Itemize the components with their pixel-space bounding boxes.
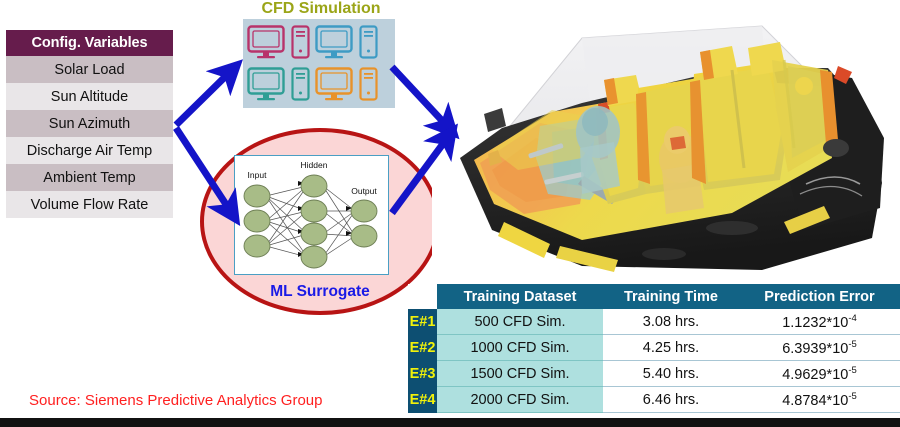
prediction-error-cell: 4.8784*10-5 [739, 386, 900, 413]
prediction-error-mantissa: 4.9629*10 [782, 366, 849, 383]
tower-icon [358, 25, 378, 59]
table-row: E#1 500 CFD Sim. 3.08 hrs. 1.1232*10-4 [408, 309, 900, 335]
nn-hidden-label: Hidden [301, 160, 328, 170]
training-dataset-cell: 500 CFD Sim. [437, 309, 603, 335]
prediction-error-cell: 1.1232*10-4 [739, 309, 900, 335]
config-variable-row: Sun Azimuth [6, 110, 173, 137]
monitor-icon [247, 25, 285, 59]
config-variable-row: Discharge Air Temp [6, 137, 173, 164]
cfd-simulation-title: CFD Simulation [261, 0, 381, 17]
arrow-config-to-cfd [173, 59, 243, 128]
column-header-training-dataset: Training Dataset [437, 284, 603, 309]
cfd-vehicle-render [432, 8, 900, 285]
training-dataset-cell: 1500 CFD Sim. [437, 360, 603, 387]
source-attribution: Source: Siemens Predictive Analytics Gro… [29, 392, 323, 409]
monitor-icon [315, 67, 353, 101]
config-variable-row: Solar Load [6, 56, 173, 83]
tower-icon [290, 67, 310, 101]
config-variables-header: Config. Variables [6, 30, 173, 56]
experiment-tag: E#4 [408, 386, 437, 413]
experiment-tag: E#3 [408, 360, 437, 387]
tower-icon [290, 25, 310, 59]
nn-output-label: Output [351, 186, 377, 196]
experiment-tag: E#1 [408, 309, 437, 335]
prediction-error-mantissa: 1.1232*10 [782, 314, 849, 331]
computer-cluster-grid [247, 23, 391, 104]
config-variable-row: Volume Flow Rate [6, 191, 173, 218]
neural-network-diagram: Input Hidden Output [234, 155, 389, 275]
training-time-cell: 3.08 hrs. [603, 309, 739, 335]
training-time-cell: 4.25 hrs. [603, 334, 739, 361]
prediction-error-mantissa: 4.8784*10 [782, 392, 849, 409]
table-row: E#2 1000 CFD Sim. 4.25 hrs. 6.3939*10-5 [408, 334, 900, 361]
prediction-error-exponent: -4 [848, 312, 857, 324]
training-dataset-cell: 2000 CFD Sim. [437, 386, 603, 413]
monitor-icon [315, 25, 353, 59]
prediction-error-exponent: -5 [848, 364, 857, 376]
prediction-error-cell: 4.9629*10-5 [739, 360, 900, 387]
results-table-corner-cell [408, 284, 437, 309]
training-time-cell: 5.40 hrs. [603, 360, 739, 387]
monitor-icon [247, 67, 285, 101]
config-variables-table: Config. Variables Solar Load Sun Altitud… [6, 30, 173, 218]
results-table-header-row: Training Dataset Training Time Predictio… [408, 284, 900, 309]
training-time-cell: 6.46 hrs. [603, 386, 739, 413]
results-table: Training Dataset Training Time Predictio… [408, 284, 900, 413]
prediction-error-exponent: -5 [848, 390, 857, 402]
prediction-error-mantissa: 6.3939*10 [782, 340, 849, 357]
table-row: E#4 2000 CFD Sim. 6.46 hrs. 4.8784*10-5 [408, 386, 900, 413]
training-dataset-cell: 1000 CFD Sim. [437, 334, 603, 361]
column-header-prediction-error: Prediction Error [739, 284, 900, 309]
nn-input-label: Input [248, 170, 268, 180]
table-row: E#3 1500 CFD Sim. 5.40 hrs. 4.9629*10-5 [408, 360, 900, 387]
prediction-error-cell: 6.3939*10-5 [739, 334, 900, 361]
prediction-error-exponent: -5 [848, 338, 857, 350]
config-variable-row: Sun Altitude [6, 83, 173, 110]
tower-icon [358, 67, 378, 101]
column-header-training-time: Training Time [603, 284, 739, 309]
experiment-tag: E#2 [408, 334, 437, 361]
ml-surrogate-label: ML Surrogate [270, 283, 370, 300]
bottom-bar [0, 418, 900, 427]
cfd-computer-cluster-panel [243, 19, 395, 108]
config-variable-row: Ambient Temp [6, 164, 173, 191]
